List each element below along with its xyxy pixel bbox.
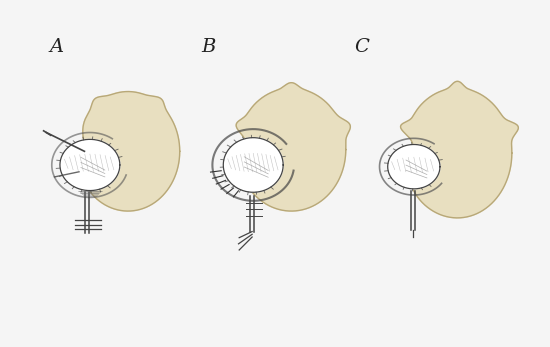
Polygon shape	[388, 144, 440, 189]
Polygon shape	[223, 138, 283, 192]
Polygon shape	[83, 92, 180, 211]
Polygon shape	[60, 139, 120, 191]
Text: B: B	[201, 38, 216, 56]
Polygon shape	[236, 83, 350, 211]
Text: A: A	[49, 38, 63, 56]
Text: C: C	[354, 38, 369, 56]
Polygon shape	[400, 81, 518, 218]
